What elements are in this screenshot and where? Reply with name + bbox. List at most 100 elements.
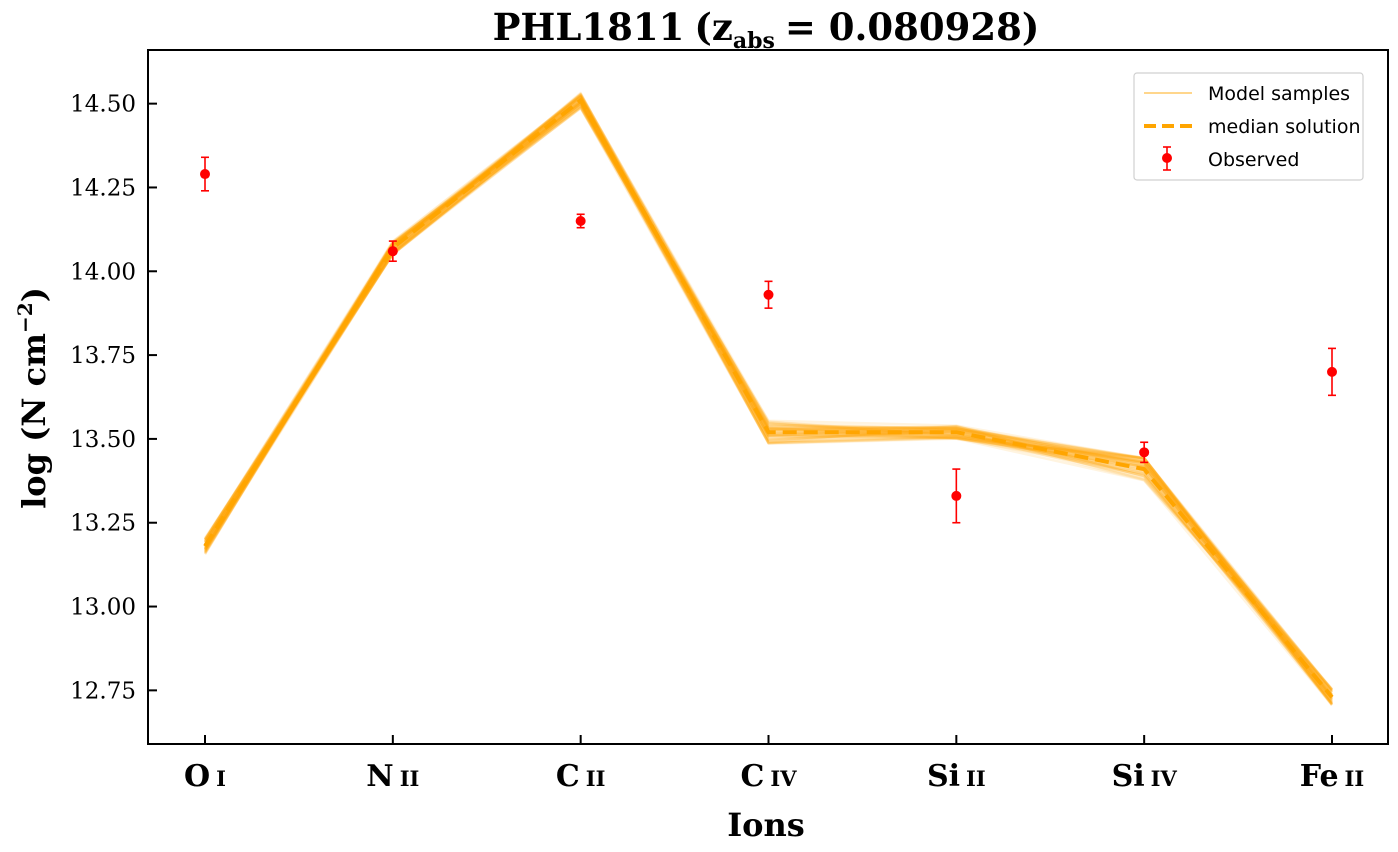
model-sample-line [203, 101, 1333, 701]
model-sample-line [203, 99, 1333, 706]
model-sample-line [203, 97, 1333, 690]
model-samples [203, 91, 1333, 707]
y-axis-label-sup: −2 [13, 302, 37, 333]
model-sample-line [203, 101, 1333, 703]
model-sample-line [203, 104, 1333, 706]
model-sample-line [203, 94, 1333, 692]
model-sample-line [203, 95, 1333, 699]
model-sample-line [203, 106, 1333, 694]
model-sample-line [203, 93, 1333, 705]
model-sample-line [203, 94, 1333, 697]
model-sample-line [203, 100, 1333, 701]
chart-title-main: PHL1811 [493, 5, 685, 49]
model-sample-line [203, 105, 1333, 699]
model-sample-line [203, 96, 1333, 698]
model-sample-line [203, 92, 1333, 696]
model-sample-line [203, 106, 1333, 694]
model-sample-line [203, 102, 1333, 703]
observed-point [387, 240, 398, 263]
model-sample-line [203, 99, 1333, 691]
model-sample-line [203, 101, 1333, 702]
median-solution [203, 98, 1334, 699]
model-sample-line [203, 105, 1333, 700]
observed-point [1327, 347, 1337, 397]
model-sample-line [203, 94, 1333, 700]
model-sample-line [203, 98, 1333, 691]
model-sample-line [203, 91, 1333, 691]
model-sample-line [203, 96, 1333, 697]
observed-marker [951, 490, 962, 501]
y-tick-label: 14.00 [70, 259, 136, 285]
observed-point [200, 156, 210, 192]
y-tick-label: 13.25 [70, 511, 136, 537]
model-sample-line [203, 95, 1333, 700]
y-tick-label: 13.00 [70, 595, 136, 621]
chart-title-value: = 0.080928 [785, 5, 1022, 49]
legend-box [1133, 72, 1364, 181]
model-sample-line [203, 93, 1333, 693]
model-sample-line [203, 99, 1333, 705]
model-sample-line [203, 93, 1333, 693]
model-sample-line [203, 94, 1333, 697]
observed-point [951, 468, 962, 524]
model-sample-line [203, 97, 1333, 697]
model-sample-line [203, 95, 1333, 704]
x-tick-label: Fe II [1300, 759, 1364, 794]
observed-marker [1327, 366, 1337, 377]
model-sample-line [203, 100, 1333, 691]
legend-model-samples: Model samples [1208, 83, 1350, 105]
model-sample-line [203, 100, 1333, 706]
model-sample-line [203, 102, 1333, 696]
model-sample-line [203, 102, 1333, 705]
model-sample-line [203, 94, 1333, 706]
model-sample-line [203, 95, 1333, 707]
x-tick-label: C IV [740, 759, 797, 794]
model-sample-line [203, 93, 1333, 692]
median-line [203, 98, 1334, 699]
model-sample-line [203, 102, 1333, 696]
x-tick-label: C II [556, 759, 606, 794]
observed-marker [763, 289, 774, 300]
model-sample-line [203, 95, 1333, 699]
y-tick-label: 12.75 [70, 678, 136, 704]
x-tick-label: Si IV [1112, 759, 1178, 794]
model-sample-line [203, 106, 1333, 703]
model-sample-line [203, 96, 1333, 693]
observed-point [575, 213, 586, 229]
y-axis-label-close: ) [15, 287, 53, 302]
y-axis-label: log (N cm−2) [13, 287, 53, 509]
y-tick-label: 14.25 [70, 175, 136, 201]
model-sample-line [203, 96, 1333, 691]
model-sample-line [203, 99, 1333, 701]
legend-observed-marker [1162, 153, 1172, 163]
observed-point [1139, 441, 1150, 464]
observed-marker [200, 169, 210, 180]
model-sample-line [203, 102, 1333, 700]
model-sample-line [203, 100, 1333, 697]
observed-point [763, 280, 774, 309]
model-sample-line [203, 105, 1333, 706]
chart-title-sub-var: z [712, 5, 733, 49]
svg-text:log (N cm−2): log (N cm−2) [13, 287, 53, 509]
x-tick-label: Si II [927, 759, 986, 794]
model-sample-line [203, 104, 1333, 706]
y-axis: 12.75 13.00 13.25 13.50 13.75 14.00 14.25 14.50 [70, 92, 157, 704]
x-tick-label: N II [366, 759, 419, 794]
model-sample-line [203, 104, 1333, 699]
model-sample-line [203, 100, 1333, 696]
y-axis-label-main: log (N cm [15, 333, 53, 509]
y-tick-label: 13.50 [70, 427, 136, 453]
model-sample-line [203, 104, 1333, 703]
x-axis: O I N II C II C IV Si II Si IV Fe II [184, 735, 1364, 794]
legend-observed: Observed [1208, 149, 1299, 171]
model-sample-line [203, 101, 1333, 698]
observed-marker [1139, 447, 1150, 458]
model-sample-line [203, 93, 1333, 705]
model-sample-line [203, 107, 1333, 692]
model-sample-line [203, 92, 1333, 698]
observed-marker [387, 246, 398, 257]
x-axis-label: Ions [727, 806, 805, 844]
model-sample-line [203, 95, 1333, 699]
